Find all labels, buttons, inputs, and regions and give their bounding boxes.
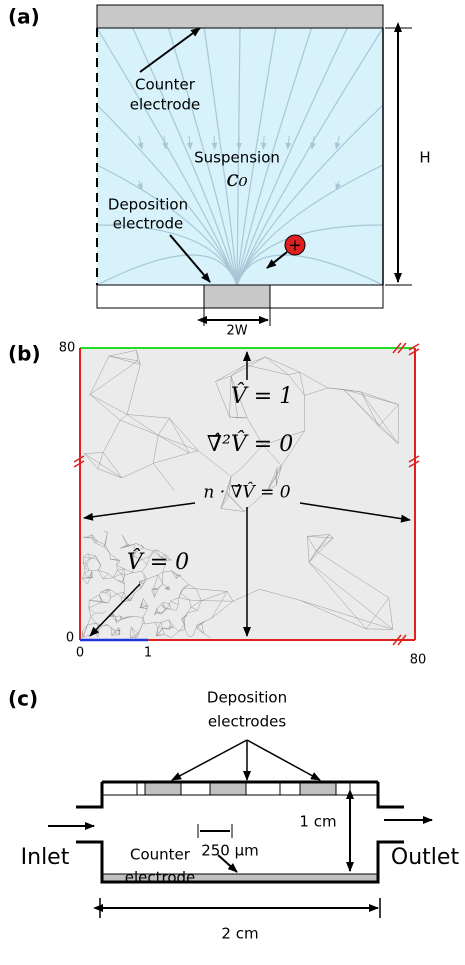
label: electrode — [130, 96, 201, 114]
figure: (a) Counter electrode Suspension c₀ Depo… — [0, 0, 465, 965]
panel-label: (c) — [8, 687, 38, 711]
panel-label: (b) — [8, 342, 41, 366]
deposition-electrode — [300, 782, 336, 795]
equation: V̂ = 1 — [231, 383, 293, 409]
label: 250 µm — [201, 842, 259, 860]
axis-label: 80 — [410, 653, 427, 668]
panel-b: (b) 80 0 0 1 80 V̂ = 1 ∇̂²V̂ = 0 n · ∇̂V… — [8, 341, 426, 668]
label: H — [419, 149, 430, 167]
panel-label: (a) — [8, 5, 40, 29]
deposition-electrode — [210, 782, 246, 795]
label: c₀ — [226, 167, 247, 192]
label: 2W — [226, 324, 247, 339]
label: 1 cm — [299, 813, 336, 831]
label: Outlet — [391, 845, 460, 870]
label: + — [288, 236, 301, 255]
axis-label: 0 — [66, 631, 74, 646]
arrow — [247, 740, 320, 780]
arrow — [172, 740, 247, 780]
counter-electrode — [97, 5, 383, 28]
axis-label: 80 — [59, 341, 76, 356]
deposition-electrode — [145, 782, 181, 795]
label: 2 cm — [221, 925, 258, 943]
equation: V̂ = 0 — [127, 549, 189, 575]
label: electrodes — [208, 713, 287, 731]
deposition-electrode — [204, 285, 270, 308]
label: Counter — [130, 846, 191, 864]
label: Suspension — [194, 149, 280, 167]
field-arrow — [214, 136, 215, 149]
equation: ∇̂²V̂ = 0 — [207, 431, 294, 457]
channel-outline — [76, 782, 404, 882]
label: Inlet — [21, 845, 70, 870]
label: Deposition — [108, 196, 188, 214]
axis-label: 1 — [144, 646, 152, 661]
label: Counter — [135, 76, 196, 94]
panel-c: (c) Deposition electrodes 250 µm 1 cm In… — [8, 687, 459, 943]
label: electrode — [113, 215, 184, 233]
axis-label: 0 — [76, 646, 84, 661]
label: electrode — [125, 869, 196, 887]
label: Deposition — [207, 689, 287, 707]
panel-a: (a) Counter electrode Suspension c₀ Depo… — [8, 5, 431, 339]
equation: n · ∇̂V̂ = 0 — [203, 482, 290, 502]
